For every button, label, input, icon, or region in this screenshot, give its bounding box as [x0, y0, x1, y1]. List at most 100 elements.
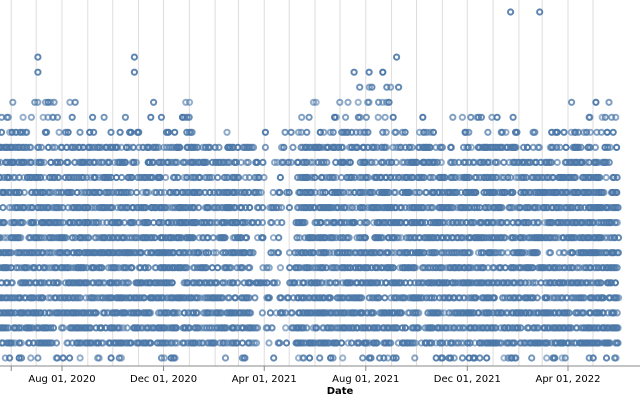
scatter-point: [196, 173, 204, 182]
scatter-point: [16, 249, 24, 257]
scatter-point: [445, 219, 453, 227]
x-tick-label: Apr 01, 2021: [232, 374, 297, 385]
scatter-point: [148, 234, 156, 242]
scatter-point: [34, 68, 42, 76]
scatter-point: [363, 219, 371, 227]
scatter-point: [397, 204, 405, 212]
scatter-point: [493, 113, 501, 121]
scatter-point: [237, 188, 246, 197]
scatter-point: [48, 143, 57, 151]
scatter-point: [517, 279, 525, 287]
scatter-point: [38, 234, 46, 242]
scatter-point: [121, 113, 130, 121]
scatter-point: [329, 173, 338, 182]
scatter-point: [518, 309, 526, 317]
scatter-point: [303, 158, 311, 166]
scatter-point: [348, 173, 356, 182]
scatter-point: [114, 143, 122, 151]
scatter-point: [115, 279, 123, 287]
scatter-point: [346, 158, 354, 166]
scatter-point: [596, 309, 604, 317]
scatter-point: [205, 173, 214, 182]
scatter-point: [601, 113, 609, 121]
scatter-point: [393, 53, 401, 61]
scatter-point: [135, 324, 143, 332]
scatter-point: [88, 204, 96, 212]
scatter-point: [64, 128, 72, 136]
scatter-point: [270, 354, 278, 362]
scatter-point: [600, 188, 608, 197]
scatter-point: [480, 324, 488, 332]
scatter-point: [401, 324, 409, 332]
scatter-point: [450, 354, 458, 362]
scatter-point: [145, 158, 153, 166]
scatter-point: [553, 143, 561, 151]
scatter-point: [332, 234, 340, 242]
scatter-point: [50, 98, 58, 106]
scatter-point: [132, 158, 140, 166]
scatter-point: [0, 234, 4, 242]
scatter-point: [208, 158, 217, 166]
scatter-point: [345, 204, 353, 212]
scatter-point: [372, 158, 380, 166]
scatter-point: [214, 264, 222, 272]
scatter-point: [551, 354, 559, 362]
scatter-point: [35, 249, 43, 257]
scatter-point: [486, 294, 494, 302]
scatter-point: [275, 204, 283, 212]
scatter-point: [285, 188, 293, 197]
x-axis-ticks: Aug 01, 2020 Dec 01, 2020 Apr 01, 2021 Aug …: [10, 366, 601, 385]
scatter-point: [535, 143, 543, 151]
scatter-point: [613, 264, 621, 272]
scatter-point: [461, 158, 469, 166]
scatter-point: [254, 219, 262, 227]
scatter-point: [316, 143, 324, 151]
scatter-point: [79, 339, 87, 347]
scatter-point: [185, 113, 193, 121]
scatter-point: [614, 249, 622, 257]
scatter-point: [387, 339, 395, 347]
scatter-point: [259, 234, 267, 242]
scatter-point: [23, 173, 31, 182]
scatter-point: [127, 128, 135, 136]
scatter-point: [589, 354, 597, 362]
scatter-point: [84, 204, 92, 212]
scatter-point: [392, 188, 400, 197]
scatter-point: [602, 173, 610, 182]
scatter-point: [344, 188, 352, 197]
scatter-point: [365, 294, 373, 302]
scatter-point: [183, 264, 191, 272]
scatter-point: [124, 264, 133, 272]
scatter-point: [548, 279, 556, 287]
scatter-point: [284, 158, 292, 166]
scatter-point: [538, 234, 546, 242]
scatter-point: [508, 354, 516, 362]
scatter-point: [59, 324, 67, 332]
scatter-point: [278, 204, 286, 212]
scatter-point: [543, 294, 551, 302]
scatter-point: [565, 309, 573, 317]
scatter-point: [83, 158, 91, 166]
scatter-point: [275, 234, 283, 242]
scatter-point: [85, 234, 93, 242]
scatter-point: [371, 143, 379, 151]
scatter-point: [241, 219, 249, 227]
scatter-point: [238, 204, 246, 212]
scatter-point: [389, 264, 397, 272]
scatter-point: [533, 249, 541, 257]
scatter-point: [562, 143, 570, 151]
scatter-point: [259, 204, 267, 212]
scatter-point: [176, 143, 184, 151]
scatter-point: [512, 143, 520, 151]
scatter-point: [449, 113, 457, 121]
scatter-point: [321, 188, 329, 197]
scatter-point: [255, 204, 263, 212]
scatter-point: [361, 128, 369, 136]
scatter-point: [118, 173, 126, 182]
scatter-point: [329, 234, 337, 242]
scatter-point: [141, 264, 149, 272]
scatter-point: [44, 143, 53, 151]
scatter-point: [116, 128, 124, 136]
scatter-point: [590, 219, 599, 227]
scatter-point: [307, 158, 315, 166]
